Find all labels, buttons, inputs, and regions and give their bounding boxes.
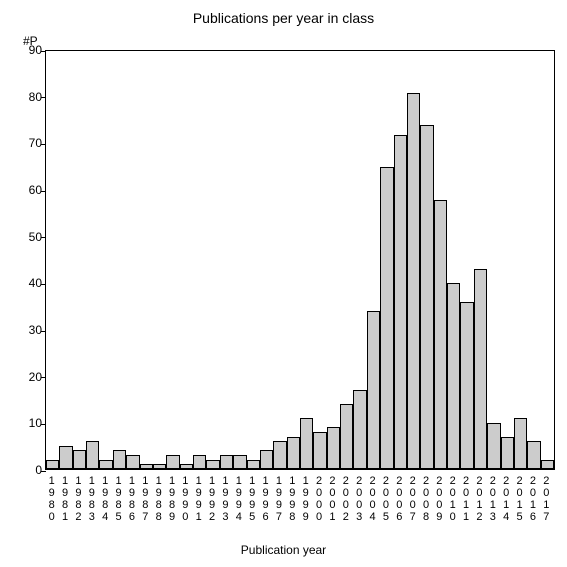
x-tick-label: 2003 xyxy=(353,475,366,523)
x-tick-label: 1994 xyxy=(232,475,245,523)
y-tick-label: 40 xyxy=(29,276,42,290)
x-tick-label: 1981 xyxy=(59,475,72,523)
x-tick-label: 2001 xyxy=(326,475,339,523)
x-tick-label: 1997 xyxy=(272,475,285,523)
chart-title: Publications per year in class xyxy=(0,10,567,26)
bars-group xyxy=(46,51,554,469)
bar xyxy=(153,464,166,469)
x-tick-label: 1991 xyxy=(192,475,205,523)
x-tick-label: 1989 xyxy=(166,475,179,523)
x-tick-label: 1985 xyxy=(112,475,125,523)
x-tick-label: 1982 xyxy=(72,475,85,523)
x-tick-label: 2013 xyxy=(486,475,499,523)
bar xyxy=(300,418,313,469)
bar xyxy=(233,455,246,469)
y-tick-label: 90 xyxy=(29,43,42,57)
bar xyxy=(86,441,99,469)
bar xyxy=(460,302,473,469)
bar xyxy=(287,437,300,470)
bar xyxy=(113,450,126,469)
x-tick-label: 1984 xyxy=(99,475,112,523)
bar xyxy=(59,446,72,469)
x-tick-label: 1980 xyxy=(45,475,58,523)
bar xyxy=(527,441,540,469)
y-tick-label: 20 xyxy=(29,370,42,384)
bar xyxy=(447,283,460,469)
plot-area xyxy=(45,50,555,470)
y-tick-label: 70 xyxy=(29,136,42,150)
x-tick-label: 2006 xyxy=(393,475,406,523)
bar xyxy=(99,460,112,469)
x-tick-label: 1988 xyxy=(152,475,165,523)
x-tick-label: 2016 xyxy=(526,475,539,523)
x-tick-label: 1983 xyxy=(85,475,98,523)
x-tick-label: 1996 xyxy=(259,475,272,523)
bar xyxy=(434,200,447,469)
chart-container: Publications per year in class #P 010203… xyxy=(0,0,567,567)
bar xyxy=(220,455,233,469)
x-tick-labels: 1980198119821983198419851986198719881989… xyxy=(45,475,555,530)
x-tick-label: 2008 xyxy=(420,475,433,523)
bar xyxy=(193,455,206,469)
y-tick-label: 0 xyxy=(35,463,42,477)
bar xyxy=(140,464,153,469)
bar xyxy=(380,167,393,469)
bar xyxy=(46,460,59,469)
bar xyxy=(180,464,193,469)
x-tick-label: 1998 xyxy=(286,475,299,523)
bar xyxy=(166,455,179,469)
x-tick-label: 2002 xyxy=(339,475,352,523)
y-tick-label: 50 xyxy=(29,230,42,244)
x-tick-label: 2005 xyxy=(379,475,392,523)
bar xyxy=(273,441,286,469)
x-tick-label: 2011 xyxy=(460,475,473,523)
bar xyxy=(487,423,500,469)
y-tick-label: 80 xyxy=(29,90,42,104)
y-tick-label: 30 xyxy=(29,323,42,337)
y-tick-label: 10 xyxy=(29,416,42,430)
bar xyxy=(501,437,514,470)
bar xyxy=(474,269,487,469)
bar xyxy=(394,135,407,469)
x-tick-label: 2014 xyxy=(500,475,513,523)
bar xyxy=(327,427,340,469)
bar xyxy=(206,460,219,469)
bar xyxy=(367,311,380,469)
bar xyxy=(407,93,420,469)
y-tick-label: 60 xyxy=(29,183,42,197)
x-tick-label: 1992 xyxy=(206,475,219,523)
bar xyxy=(541,460,554,469)
x-tick-label: 2017 xyxy=(540,475,553,523)
bar xyxy=(73,450,86,469)
x-tick-label: 2010 xyxy=(446,475,459,523)
x-tick-label: 2015 xyxy=(513,475,526,523)
x-tick-label: 1995 xyxy=(246,475,259,523)
bar xyxy=(313,432,326,469)
x-tick-label: 2004 xyxy=(366,475,379,523)
bar xyxy=(247,460,260,469)
bar xyxy=(514,418,527,469)
x-tick-label: 2007 xyxy=(406,475,419,523)
x-tick-label: 2009 xyxy=(433,475,446,523)
x-tick-label: 2012 xyxy=(473,475,486,523)
x-tick-label: 1993 xyxy=(219,475,232,523)
x-tick-label: 1986 xyxy=(125,475,138,523)
x-axis-label: Publication year xyxy=(0,543,567,557)
x-tick-label: 1990 xyxy=(179,475,192,523)
bar xyxy=(340,404,353,469)
bar xyxy=(260,450,273,469)
x-tick-label: 1999 xyxy=(299,475,312,523)
x-tick-label: 1987 xyxy=(139,475,152,523)
bar xyxy=(353,390,366,469)
bar xyxy=(126,455,139,469)
bar xyxy=(420,125,433,469)
x-tick-label: 2000 xyxy=(313,475,326,523)
